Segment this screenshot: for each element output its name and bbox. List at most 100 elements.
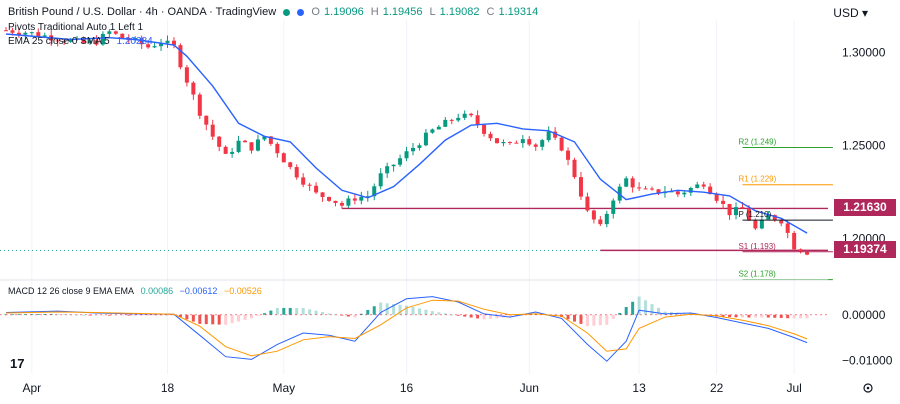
- time-tick-label-7: Jul: [786, 381, 801, 395]
- macd-hist-bar-96: [624, 307, 628, 315]
- price-tag-lower: 1.19374: [834, 241, 896, 259]
- candle-body-52: [339, 202, 344, 206]
- candle-body-27: [178, 45, 183, 68]
- candle-body-31: [204, 115, 209, 125]
- macd-hist-bar-95: [618, 312, 622, 315]
- macd-hist-bar-123: [799, 314, 803, 319]
- candle-body-48: [314, 185, 319, 193]
- candle-body-89: [578, 177, 583, 197]
- price-tick-label-1: 1.25000: [842, 139, 886, 153]
- candle-body-35: [230, 151, 235, 154]
- candle-body-107: [695, 184, 700, 188]
- pivot-label-3: S1 (1.193): [738, 242, 776, 251]
- candle-body-116: [753, 220, 758, 229]
- candle-body-119: [772, 215, 777, 221]
- macd-label: MACD 12 26 close 9 EMA EMA: [8, 286, 135, 296]
- macd-hist-bar-91: [592, 314, 596, 326]
- time-tick-label-0: Apr: [22, 381, 41, 395]
- macd-hist-bar-20: [133, 314, 137, 316]
- chart-legend-header: British Pound / U.S. Dollar · 4h · OANDA…: [8, 6, 542, 18]
- macd-hist-bar-55: [359, 313, 363, 315]
- settings-gear-icon[interactable]: [863, 383, 873, 393]
- candle-body-25: [165, 40, 170, 44]
- macd-hist-bar-66: [430, 311, 434, 315]
- candle-body-60: [391, 164, 396, 167]
- candle-body-18: [120, 33, 125, 39]
- macd-hist-bar-16: [107, 314, 111, 316]
- macd-hist-bar-1: [10, 314, 14, 316]
- market-status-dot-icon: [283, 8, 291, 16]
- candle-body-1: [10, 30, 15, 33]
- ema-value: 1.20284: [116, 36, 153, 47]
- time-tick-label-2: May: [272, 381, 295, 395]
- macd-hist-bar-89: [579, 314, 583, 324]
- macd-hist-bar-7: [49, 313, 53, 315]
- macd-hist-bar-98: [637, 296, 641, 315]
- macd-axis[interactable]: 0.00000 −0.01000: [842, 308, 893, 368]
- candle-body-51: [333, 200, 338, 203]
- candle-body-33: [217, 136, 222, 147]
- time-axis[interactable]: Apr 18 May 16 Jun 13 22 Jul: [22, 381, 801, 395]
- candle-body-2: [16, 32, 21, 35]
- candle-body-3: [23, 32, 28, 35]
- macd-hist-bar-58: [379, 302, 383, 315]
- high-value: 1.19456: [382, 6, 423, 18]
- macd-hist-bar-9: [62, 314, 66, 315]
- ema-legend[interactable]: EMA 25 close 0 SMA 5 1.20284: [8, 36, 157, 47]
- macd-hist-bar-28: [185, 314, 189, 320]
- candle-body-80: [520, 139, 525, 144]
- macd-legend[interactable]: MACD 12 26 close 9 EMA EMA 0.00086 −0.00…: [8, 286, 266, 296]
- macd-hist-bar-113: [734, 314, 738, 318]
- time-tick-label-4: Jun: [520, 381, 539, 395]
- symbol-title[interactable]: British Pound / U.S. Dollar · 4h · OANDA…: [8, 6, 277, 18]
- candle-body-108: [701, 184, 706, 187]
- high-label: H: [370, 6, 379, 18]
- candle-body-59: [385, 166, 390, 174]
- macd-hist-bar-92: [598, 314, 602, 326]
- candle-body-105: [682, 192, 687, 195]
- macd-hist-bar-75: [489, 314, 493, 319]
- candle-body-38: [249, 142, 254, 151]
- pivot-label-0: R2 (1.249): [738, 138, 776, 147]
- candle-body-98: [637, 187, 642, 189]
- candle-body-104: [675, 191, 680, 195]
- macd-hist-bar-105: [682, 312, 686, 315]
- candle-body-46: [301, 177, 306, 185]
- logo-text: 17: [10, 356, 25, 371]
- candle-body-100: [650, 188, 655, 190]
- ema-label: EMA 25 close 0 SMA 5: [8, 36, 110, 47]
- candle-body-78: [507, 141, 512, 143]
- candle-body-42: [275, 143, 280, 154]
- macd-hist-bar-39: [256, 314, 260, 316]
- macd-hist-bar-24: [159, 314, 163, 316]
- macd-histogram: [0, 296, 828, 327]
- macd-hist-bar-23: [153, 314, 157, 316]
- macd-hist-bar-11: [75, 314, 79, 316]
- candle-body-6: [42, 35, 47, 37]
- macd-hist-bar-71: [463, 314, 467, 317]
- macd-hist-bar-87: [566, 314, 570, 320]
- candle-body-39: [255, 139, 260, 151]
- currency-selector[interactable]: USD ▾: [833, 6, 868, 20]
- macd-hist-bar-29: [191, 314, 195, 322]
- macd-hist-bar-90: [585, 314, 589, 327]
- macd-hist-bar-111: [721, 314, 725, 317]
- candle-body-85: [553, 131, 558, 138]
- pivots-legend[interactable]: Pivots Traditional Auto 1 Left 1: [8, 22, 147, 33]
- candle-body-49: [320, 192, 325, 197]
- data-status-dot-icon: [297, 8, 305, 16]
- macd-hist-bar-54: [353, 314, 357, 318]
- macd-hist-bar-37: [243, 314, 247, 321]
- macd-hist-bar-27: [178, 314, 182, 318]
- macd-hist-bar-38: [249, 314, 253, 319]
- open-value: 1.19096: [323, 6, 364, 18]
- candle-body-63: [411, 147, 415, 152]
- candle-body-83: [540, 140, 545, 147]
- tradingview-logo[interactable]: 17: [10, 356, 24, 371]
- macd-hist-bar-61: [398, 304, 402, 315]
- macd-hist-bar-26: [172, 314, 176, 316]
- macd-hist-bar-46: [301, 307, 305, 315]
- price-tag-upper-value: 1.21630: [843, 200, 887, 215]
- macd-hist-bar-93: [605, 314, 609, 325]
